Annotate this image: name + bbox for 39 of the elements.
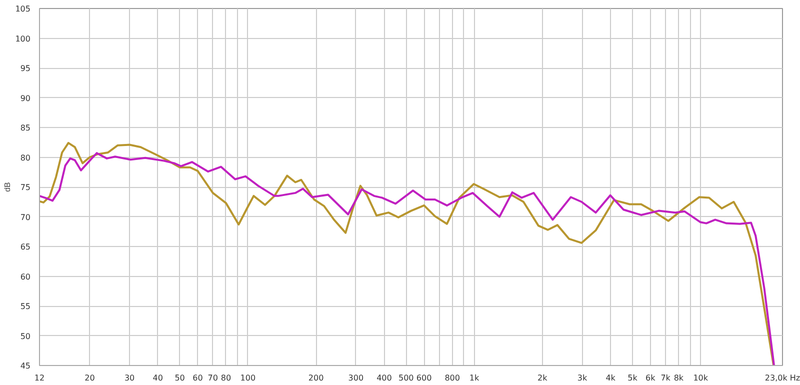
x-tick-label: 1k [469,374,480,382]
x-tick-label: 60 [192,374,203,382]
x-tick-label: 100 [240,374,256,382]
y-tick-label: 90 [20,94,31,103]
x-tick-label: 4k [606,374,616,382]
x-tick-label: 800 [444,374,460,382]
y-tick-label: 55 [20,302,31,311]
x-tick-label: 10k [693,374,708,382]
x-tick-label: 7k [660,374,671,382]
x-tick-label: 5k [628,374,638,382]
y-axis-title: dB [3,182,12,192]
x-tick-label: 6k [646,374,656,382]
x-tick-label: 70 [208,374,218,382]
x-tick-label: 500 [398,374,414,382]
x-tick-label: 80 [220,374,232,382]
y-tick-label: 65 [20,242,31,252]
y-tick-label: 85 [20,124,31,132]
y-tick-label: 60 [20,272,31,282]
y-tick-label: 80 [20,153,31,162]
y-tick-label: 70 [20,212,31,222]
y-tick-label: 105 [15,4,31,14]
x-tick-label: 3k [577,374,588,382]
y-tick-label: 45 [20,362,31,370]
x-tick-label: 30 [124,374,135,382]
x-tick-label: 8k [674,374,684,382]
x-tick-label: 400 [376,374,392,382]
y-tick-label: 75 [20,183,31,192]
x-tick-label: 12 [34,374,45,382]
x-tick-label: 23,0k Hz [764,374,800,382]
y-tick-label: 100 [15,34,31,44]
x-tick-label: 40 [152,374,163,382]
y-tick-label: 50 [20,332,31,341]
x-tick-label: 2k [538,374,548,382]
x-tick-label: 300 [348,374,364,382]
x-tick-label: 50 [174,374,185,382]
x-tick-label: 200 [308,374,324,382]
x-tick-label: 600 [416,374,432,382]
x-tick-label: 20 [84,374,95,382]
y-tick-label: 95 [20,64,31,73]
